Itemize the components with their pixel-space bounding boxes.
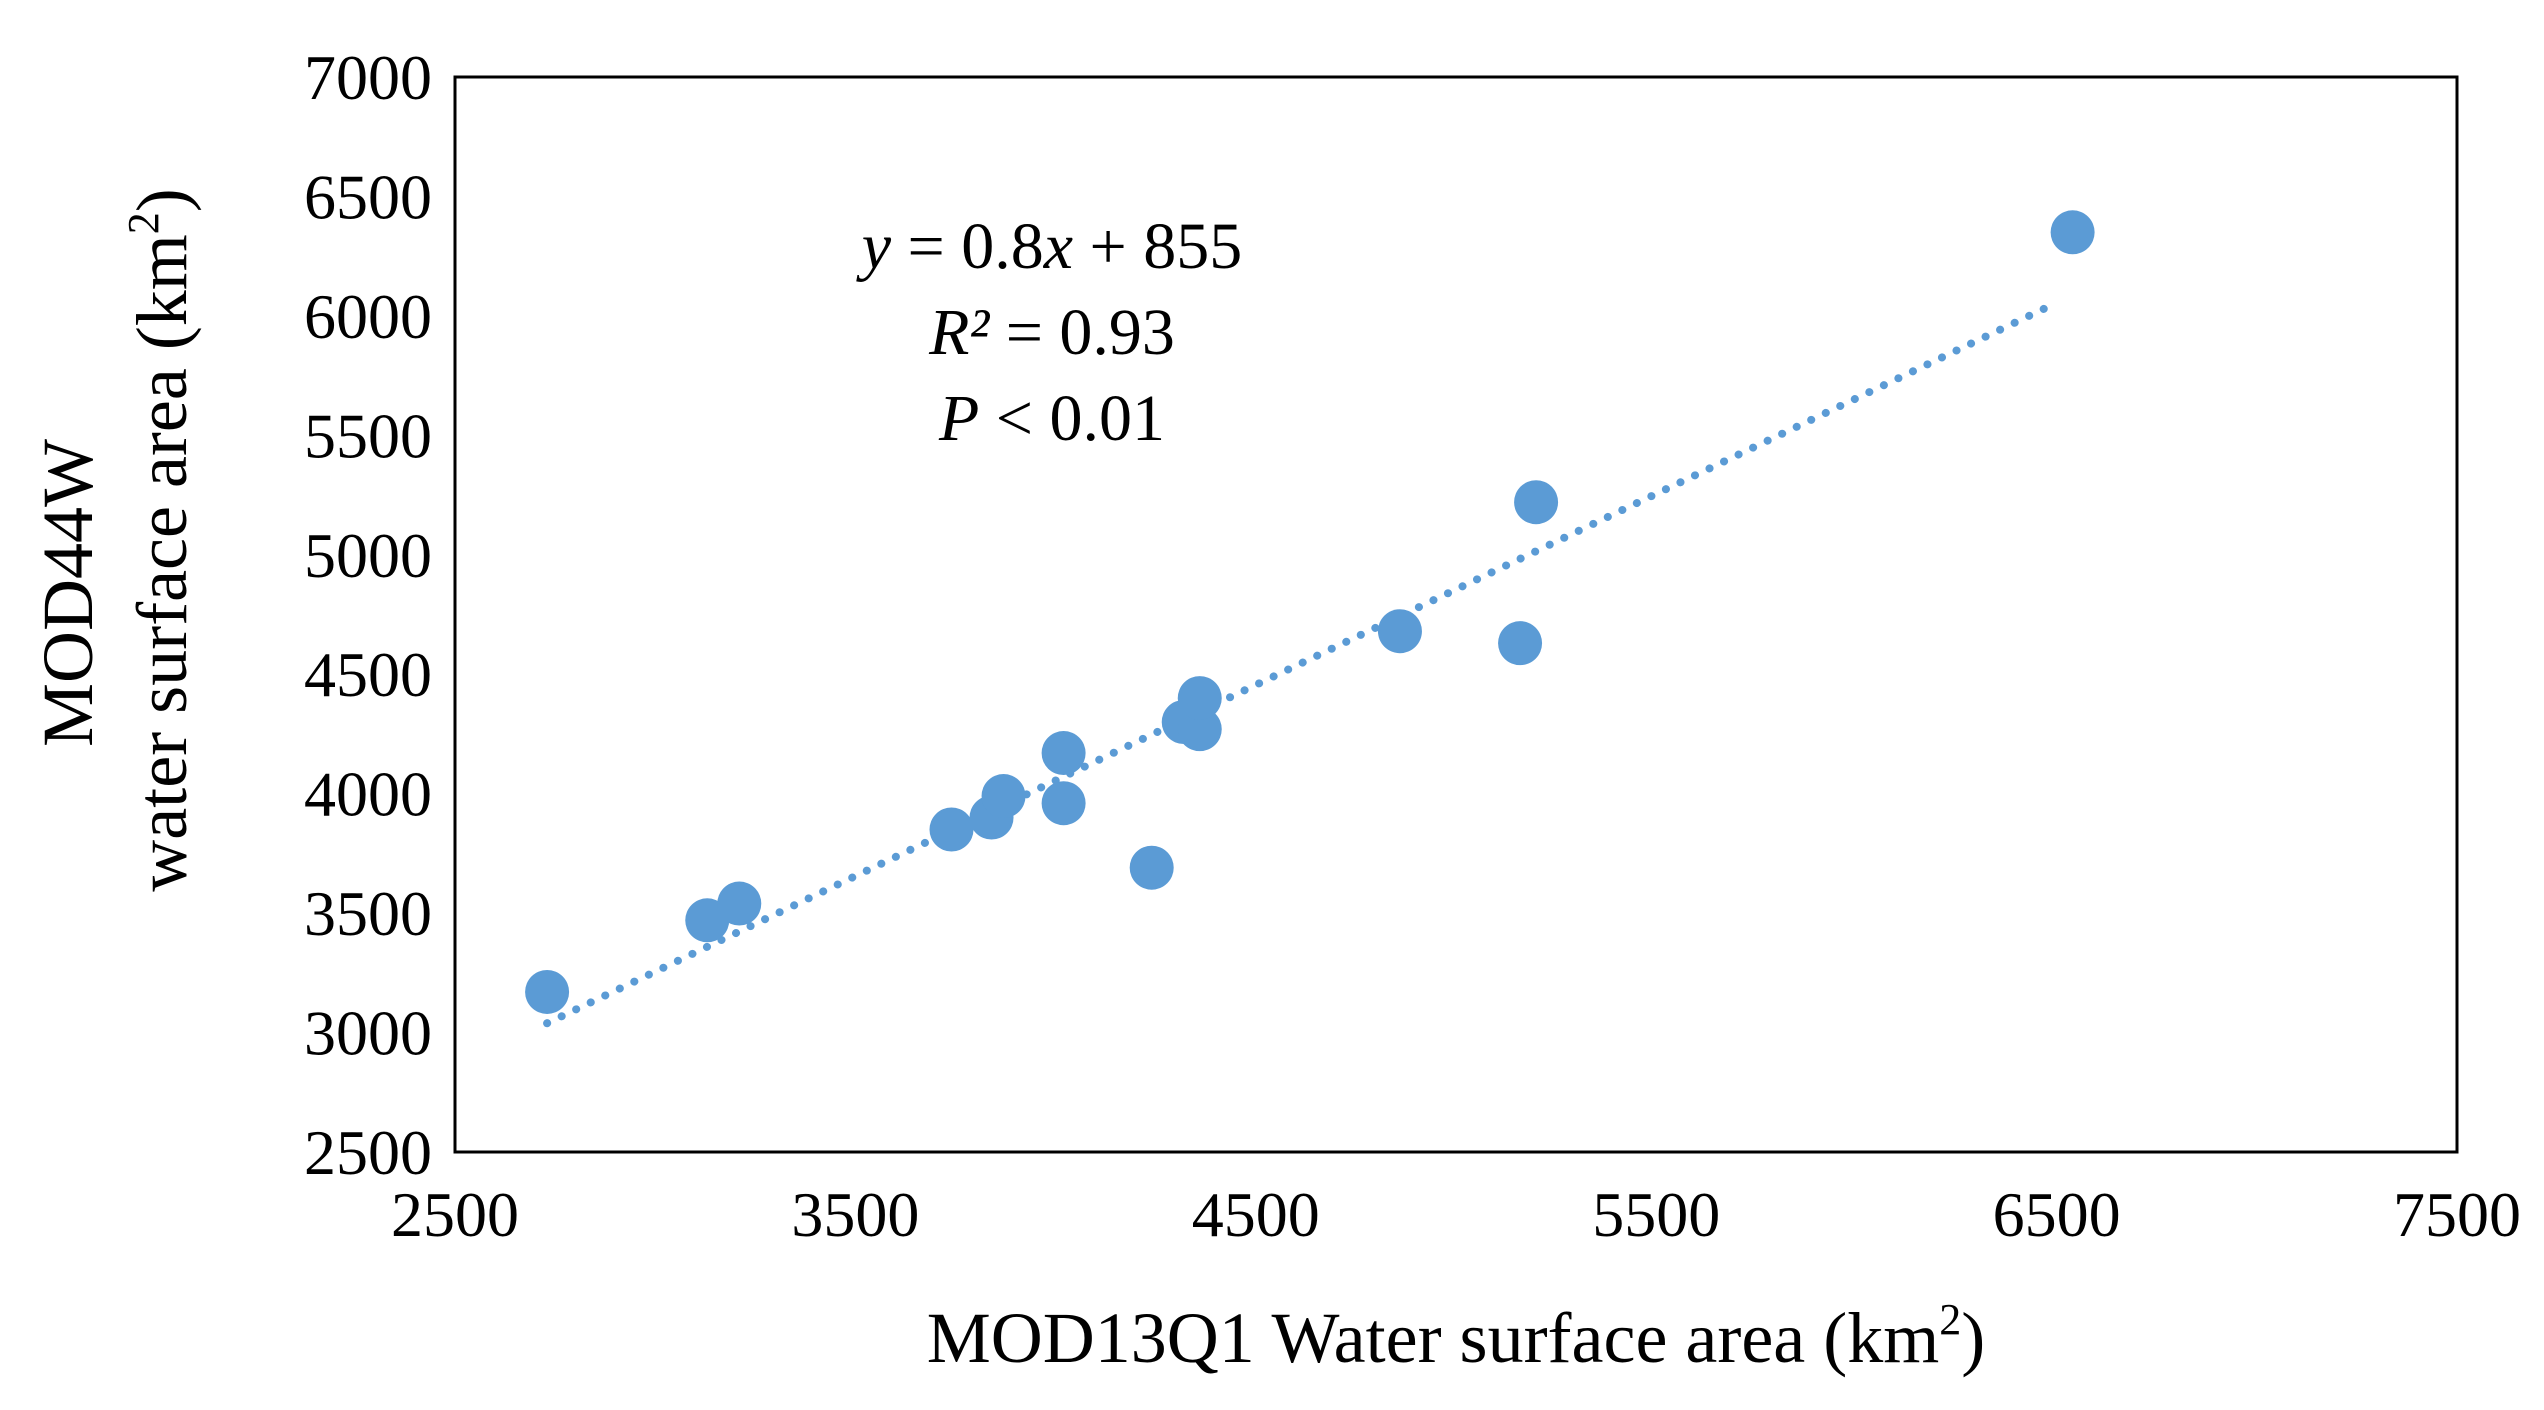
equation-slope: = 0.8 — [891, 210, 1044, 283]
p-value-value: < 0.01 — [979, 382, 1165, 455]
scatter-point — [929, 807, 974, 852]
linear-trendline — [543, 298, 2061, 1028]
scatter-point — [2050, 210, 2095, 255]
y-tick-label: 6000 — [304, 281, 432, 352]
r-squared-annotation: R² = 0.93 — [928, 296, 1175, 369]
scatter-point — [1041, 781, 1086, 826]
x-axis-title: MOD13Q1 Water surface area (km2) — [927, 1295, 1985, 1378]
y-tick-label: 6500 — [304, 161, 432, 232]
scatter-point — [717, 881, 762, 926]
y-tick-label: 4000 — [304, 759, 432, 830]
r-squared-value: = 0.93 — [989, 296, 1175, 369]
equation-intercept: + 855 — [1073, 210, 1242, 283]
x-tick-label: 5500 — [1592, 1179, 1720, 1250]
y-tick-label: 5000 — [304, 520, 432, 591]
x-tick-label: 3500 — [791, 1179, 919, 1250]
scatter-points — [525, 210, 2095, 1014]
x-tick-label: 4500 — [1192, 1179, 1320, 1250]
p-value-annotation: P < 0.01 — [938, 382, 1165, 455]
p-value-label: P — [938, 382, 979, 455]
plot-area-frame — [453, 75, 2459, 1154]
r-squared-label: R² — [928, 296, 990, 369]
x-tick-label: 7500 — [2393, 1179, 2521, 1250]
x-tick-label: 6500 — [1993, 1179, 2121, 1250]
y-tick-label: 5500 — [304, 400, 432, 471]
y-tick-label: 2500 — [304, 1117, 432, 1188]
y-axis-tick-labels: 2500 3000 3500 4000 4500 5000 5500 6000 6500 7000 — [304, 42, 432, 1188]
scatter-point — [981, 774, 1026, 819]
x-axis-title-superscript: 2 — [1939, 1295, 1961, 1344]
scatter-point — [1377, 609, 1422, 654]
regression-equation: y = 0.8x + 855 — [856, 210, 1243, 283]
scatter-point — [525, 969, 570, 1014]
scatter-point — [1129, 845, 1174, 890]
y-axis-title-superscript: 2 — [119, 212, 168, 234]
scatter-point — [1177, 707, 1222, 752]
y-tick-label: 4500 — [304, 639, 432, 710]
y-tick-label: 3500 — [304, 878, 432, 949]
y-axis-title: MOD44W water surface area (km2) — [28, 188, 202, 892]
y-tick-label: 7000 — [304, 42, 432, 113]
x-axis-title-text: MOD13Q1 Water surface area (km — [927, 1298, 1939, 1378]
x-axis-title-close: ) — [1961, 1298, 1985, 1378]
scatter-point — [1177, 676, 1222, 721]
x-axis-tick-labels: 2500 3500 4500 5500 6500 7500 — [391, 1179, 2521, 1250]
scatter-point — [1498, 621, 1543, 666]
y-axis-title-line1: MOD44W — [28, 439, 108, 747]
regression-annotation: y = 0.8x + 855 R² = 0.93 P < 0.01 — [856, 210, 1243, 455]
equation-x-variable: x — [1043, 210, 1073, 283]
y-axis-title-line2: water surface area (km2) — [119, 188, 202, 892]
y-axis-title-line2-text: water surface area (km — [122, 234, 202, 892]
equation-y-variable: y — [856, 210, 892, 283]
y-axis-title-close: ) — [122, 188, 202, 212]
scatter-point — [1514, 480, 1559, 525]
y-tick-label: 3000 — [304, 998, 432, 1069]
scatter-point — [1041, 731, 1086, 776]
x-tick-label: 2500 — [391, 1179, 519, 1250]
